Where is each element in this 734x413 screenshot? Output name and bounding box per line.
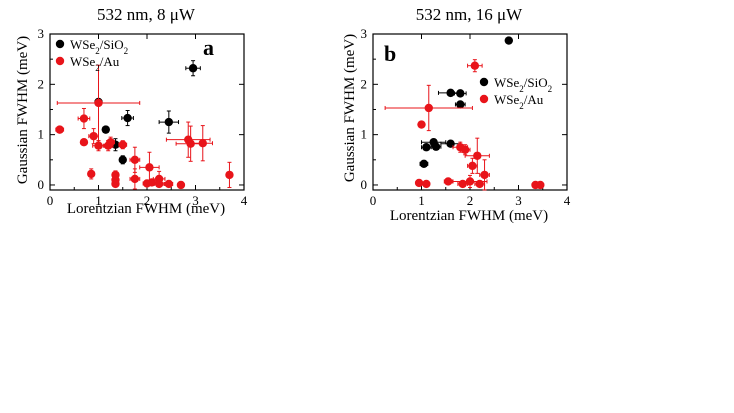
chart-a-x-tick-label: 1 xyxy=(95,193,102,208)
chart-b-au-point xyxy=(443,177,453,186)
chart-a-legend-label-au: WSe2/Au xyxy=(70,54,120,73)
chart-b-ylabel: Gaussian FWHM (meV) xyxy=(342,34,358,182)
chart-b-au-point xyxy=(470,61,480,70)
chart-a-au-point xyxy=(225,170,234,180)
chart-a-au-point xyxy=(94,98,103,108)
chart-a-legend-marker-au xyxy=(55,56,65,66)
chart-a-sio2-point xyxy=(123,113,132,123)
chart-b-x-tick-label: 0 xyxy=(370,193,377,208)
chart-a-xlabel: Lorentzian FWHM (meV) xyxy=(67,201,225,217)
chart-a-panel-letter: a xyxy=(203,35,214,60)
chart-a-legend-label-sio2: WSe2/SiO2 xyxy=(70,37,128,56)
chart-a-sio2-point xyxy=(188,64,198,73)
chart-b-x-tick-label: 3 xyxy=(515,193,522,208)
chart-b-legend-marker-au xyxy=(479,94,489,104)
chart-b-title: 532 nm, 16 μW xyxy=(416,5,523,24)
chart-b-y-tick-label: 3 xyxy=(361,26,368,41)
chart-a-au-point xyxy=(154,179,164,189)
chart-b-sio2-point xyxy=(456,100,465,109)
chart-a-au-point xyxy=(79,137,89,147)
chart-b-sio2-point xyxy=(504,36,513,45)
chart-b-sio2-point xyxy=(446,88,455,98)
chart-b-x-tick-label: 2 xyxy=(467,193,474,208)
chart-b-legend-label-sio2: WSe2/SiO2 xyxy=(494,75,552,94)
chart-b-au-point xyxy=(475,179,484,189)
chart-a-sio2-point xyxy=(118,155,127,165)
chart-b-sio2-point xyxy=(446,139,455,148)
chart-a-sio2-point xyxy=(164,117,174,127)
chart-a-au-point xyxy=(130,155,140,165)
chart-a-x-tick-label: 0 xyxy=(47,193,54,208)
chart-a-au-point xyxy=(198,139,207,148)
chart-a-au-point xyxy=(164,179,174,189)
chart-b-sio2-point xyxy=(419,159,429,169)
chart-a-au-point xyxy=(176,180,186,190)
chart-b-au-point xyxy=(465,177,475,186)
chart-b-xlabel: Lorentzian FWHM (meV) xyxy=(390,208,548,224)
chart-b-au-point xyxy=(414,178,424,188)
chart-a-y-tick-label: 1 xyxy=(38,127,45,142)
chart-a-x-tick-label: 3 xyxy=(192,193,199,208)
chart-a-x-tick-label: 4 xyxy=(241,193,248,208)
chart-a-au-point xyxy=(118,140,127,149)
chart-a-ylabel: Gaussian FWHM (meV) xyxy=(15,36,31,184)
chart-b-y-tick-label: 0 xyxy=(361,177,368,192)
chart-b-legend-label-au: WSe2/Au xyxy=(494,92,544,111)
chart-a-title: 532 nm, 8 μW xyxy=(97,5,196,24)
chart-a-legend-marker-sio2 xyxy=(55,39,65,49)
chart-b-sio2-point xyxy=(431,142,441,151)
chart-a-au-point xyxy=(87,169,96,179)
chart-b-au-point xyxy=(480,170,489,180)
chart-a-au-point xyxy=(79,114,89,123)
chart-a-au-point xyxy=(55,125,64,134)
chart-b-sio2-point xyxy=(422,143,431,152)
chart-a-au-point xyxy=(130,174,140,184)
chart-a-y-tick-label: 3 xyxy=(38,26,45,41)
chart-a-au-point xyxy=(145,163,154,172)
chart-a-au-point xyxy=(111,179,120,189)
chart-a-au-point xyxy=(94,141,103,150)
chart-b-au-point xyxy=(422,179,431,189)
chart-b-x-tick-label: 4 xyxy=(564,193,571,208)
chart-b-x-tick-label: 1 xyxy=(418,193,425,208)
chart-b-y-tick-label: 1 xyxy=(361,127,368,142)
chart-a-au-point xyxy=(147,178,157,187)
chart-a-x-tick-label: 2 xyxy=(144,193,151,208)
chart-b-panel-letter: b xyxy=(384,41,396,66)
chart-a-y-tick-label: 2 xyxy=(38,76,45,91)
chart-a-au-point xyxy=(89,131,98,141)
chart-b-y-tick-label: 2 xyxy=(361,76,368,91)
chart-a-au-point xyxy=(106,137,115,147)
chart-b-sio2-point xyxy=(456,89,465,98)
chart-b-au-point xyxy=(460,145,470,154)
chart-b-au-point xyxy=(424,103,433,113)
chart-a-sio2-point xyxy=(101,125,110,134)
chart-b-au-point xyxy=(417,120,426,129)
chart-b-legend-marker-sio2 xyxy=(479,77,489,87)
chart-a-y-tick-label: 0 xyxy=(38,177,45,192)
chart-b-au-point xyxy=(473,151,482,160)
chart-a-au-point xyxy=(186,139,195,148)
chart-b-au-point xyxy=(468,161,477,171)
chart-b-au-point xyxy=(536,180,545,190)
